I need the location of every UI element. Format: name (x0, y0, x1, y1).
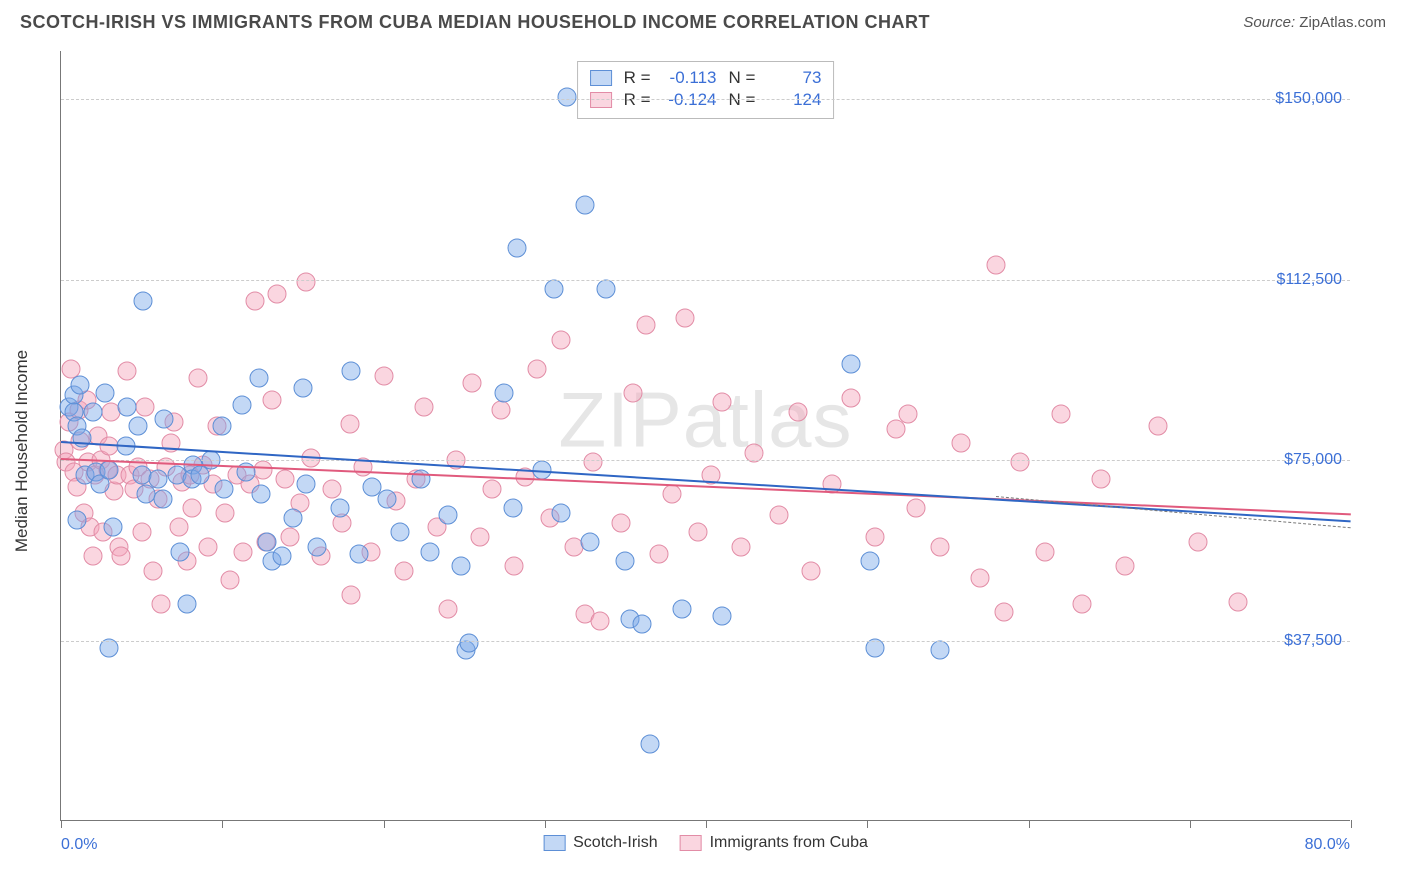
scatter-series-a (61, 51, 1350, 820)
point-a (632, 614, 651, 633)
point-a (258, 532, 277, 551)
y-tick-label: $112,500 (1276, 271, 1342, 289)
point-a (214, 479, 233, 498)
point-a (672, 600, 691, 619)
point-a (551, 504, 570, 523)
y-axis-label: Median Household Income (12, 350, 32, 552)
y-tick-label: $150,000 (1275, 90, 1342, 108)
x-axis-max-label: 80.0% (1305, 836, 1350, 854)
x-tick (384, 820, 385, 828)
point-a (84, 402, 103, 421)
x-tick (867, 820, 868, 828)
swatch-a2-icon (543, 835, 565, 851)
gridline-h (61, 99, 1350, 100)
source-name: ZipAtlas.com (1299, 14, 1386, 31)
stat-N-a: 73 (765, 68, 821, 88)
point-a (103, 518, 122, 537)
stat-R-label: R = (624, 68, 651, 88)
gridline-h (61, 460, 1350, 461)
point-a (177, 595, 196, 614)
point-a (293, 378, 312, 397)
point-a (576, 196, 595, 215)
x-tick (706, 820, 707, 828)
point-a (930, 641, 949, 660)
stat-R-a: -0.113 (661, 68, 717, 88)
source-attribution: Source: ZipAtlas.com (1243, 14, 1386, 31)
x-tick (1351, 820, 1352, 828)
point-a (118, 398, 137, 417)
point-a (508, 239, 527, 258)
x-axis-min-label: 0.0% (61, 836, 97, 854)
y-tick-label: $37,500 (1284, 632, 1342, 650)
swatch-a-icon (590, 70, 612, 86)
point-a (861, 552, 880, 571)
point-a (342, 362, 361, 381)
point-a (232, 395, 251, 414)
gridline-h (61, 641, 1350, 642)
point-a (251, 484, 270, 503)
point-a (451, 556, 470, 575)
point-a (421, 542, 440, 561)
point-a (580, 532, 599, 551)
point-a (459, 633, 478, 652)
x-tick (61, 820, 62, 828)
point-a (68, 511, 87, 530)
point-a (377, 489, 396, 508)
point-a (330, 499, 349, 518)
point-a (129, 417, 148, 436)
point-a (842, 354, 861, 373)
point-a (153, 489, 172, 508)
point-a (72, 429, 91, 448)
point-a (155, 410, 174, 429)
point-a (350, 544, 369, 563)
point-a (545, 280, 564, 299)
point-a (297, 475, 316, 494)
point-a (148, 470, 167, 489)
y-tick-label: $75,000 (1284, 451, 1342, 469)
point-a (439, 506, 458, 525)
point-a (597, 280, 616, 299)
swatch-b2-icon (680, 835, 702, 851)
chart-title: SCOTCH-IRISH VS IMMIGRANTS FROM CUBA MED… (20, 12, 930, 33)
x-tick (545, 820, 546, 828)
plot-area: ZIPatlas R = -0.113 N = 73 R = -0.124 N … (60, 51, 1350, 821)
x-tick (222, 820, 223, 828)
stat-N-label: N = (729, 68, 756, 88)
stats-row-a: R = -0.113 N = 73 (590, 68, 822, 88)
legend-bottom: Scotch-Irish Immigrants from Cuba (543, 834, 868, 852)
point-a (272, 547, 291, 566)
legend-item-b: Immigrants from Cuba (680, 834, 868, 852)
point-a (495, 383, 514, 402)
point-a (95, 383, 114, 402)
point-a (503, 499, 522, 518)
point-a (616, 552, 635, 571)
point-a (390, 523, 409, 542)
point-a (134, 292, 153, 311)
point-a (250, 369, 269, 388)
legend-item-a: Scotch-Irish (543, 834, 657, 852)
point-a (640, 735, 659, 754)
legend-label-b: Immigrants from Cuba (710, 834, 868, 852)
point-a (284, 508, 303, 527)
stats-legend-box: R = -0.113 N = 73 R = -0.124 N = 124 (577, 61, 835, 119)
x-tick (1190, 820, 1191, 828)
point-a (171, 542, 190, 561)
gridline-h (61, 280, 1350, 281)
point-a (100, 460, 119, 479)
x-tick (1029, 820, 1030, 828)
point-a (71, 376, 90, 395)
point-a (713, 607, 732, 626)
source-prefix: Source: (1243, 14, 1295, 31)
point-a (213, 417, 232, 436)
chart-container: Median Household Income ZIPatlas R = -0.… (0, 41, 1406, 861)
legend-label-a: Scotch-Irish (573, 834, 657, 852)
point-a (308, 537, 327, 556)
point-a (558, 87, 577, 106)
